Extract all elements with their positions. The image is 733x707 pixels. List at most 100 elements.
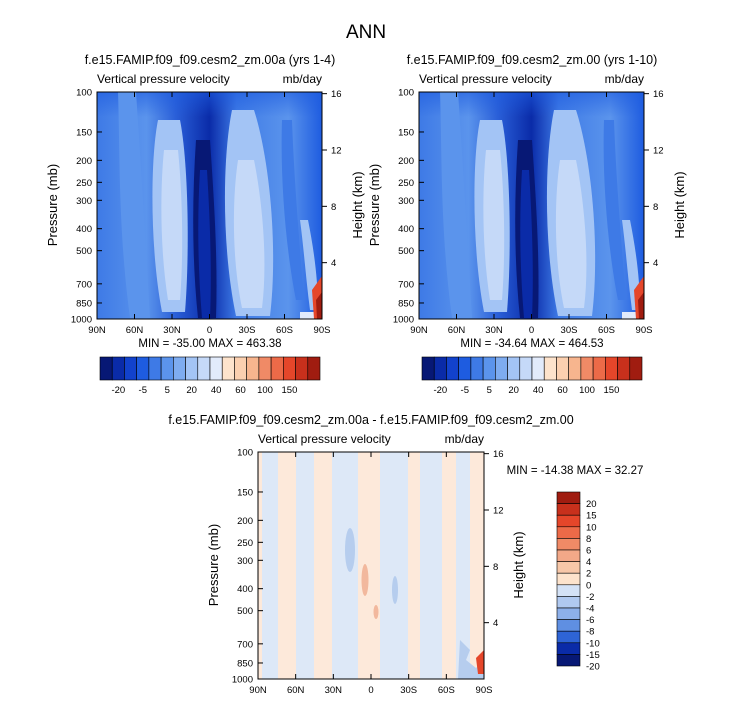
panel-1-itcz-edge: [198, 170, 211, 318]
panel-3-band-f: [456, 452, 470, 679]
colorbar-swatch: [556, 630, 581, 644]
panel-1-units-label: mb/day: [283, 72, 322, 86]
panel-2-axes: 90N 60N 30N 0 30S 60S 90S 100 150 200 250 300 400 500…: [393, 88, 664, 337]
colorbar-label: 100: [257, 385, 273, 396]
colorbar-label: -5: [139, 385, 147, 396]
colorbar-label: 20: [186, 385, 197, 396]
panel-2-sh-ascent: [603, 120, 626, 300]
y-tick-label: 100: [237, 448, 253, 459]
colorbar-label: 20: [508, 385, 519, 396]
colorbar-label: -2: [586, 592, 594, 603]
y2-tick-label: 16: [653, 89, 664, 100]
colorbar-swatch: [556, 607, 581, 620]
y2-tick-label: 4: [331, 258, 336, 269]
colorbar-label: 15: [586, 511, 597, 522]
y2-tick-label: 12: [331, 145, 342, 156]
y-tick-label: 150: [398, 127, 414, 138]
x-tick-label: 60N: [448, 325, 466, 336]
panel-2-stats: MIN = -34.64 MAX = 464.53: [460, 338, 603, 350]
y-tick-label: 300: [237, 556, 253, 567]
y-tick-label: 1000: [393, 315, 414, 326]
y-tick-label: 850: [398, 298, 414, 309]
colorbar-label: -20: [586, 662, 600, 673]
colorbar-label: 0: [586, 580, 591, 591]
colorbar-label: 40: [211, 385, 222, 396]
panel-3-units-label: mb/day: [445, 432, 484, 446]
colorbar-swatch: [543, 356, 557, 381]
y-tick-label: 250: [237, 538, 253, 549]
colorbar-swatch: [605, 356, 618, 381]
colorbar-swatch: [421, 356, 435, 381]
colorbar-swatch: [160, 356, 174, 381]
colorbar-label: 2: [586, 569, 591, 580]
x-tick-label: 0: [368, 685, 373, 696]
panel-3-y2label: Height (km): [511, 531, 526, 598]
y-tick-label: 850: [237, 658, 253, 669]
colorbar-label: 100: [579, 385, 595, 396]
y-tick-label: 400: [76, 224, 92, 235]
page-title: ANN: [346, 22, 386, 43]
colorbar-swatch: [221, 356, 235, 381]
x-tick-label: 0: [529, 325, 534, 336]
y-tick-label: 850: [76, 298, 92, 309]
panel-3-polar-pos: [476, 650, 484, 674]
y-tick-label: 200: [237, 516, 253, 527]
panel-2-y2label: Height (km): [672, 171, 687, 238]
x-tick-label: 60N: [126, 325, 144, 336]
y-tick-label: 1000: [232, 675, 253, 686]
panel-2-sh-subsidence-core: [555, 160, 587, 308]
colorbar-swatch: [519, 356, 533, 381]
x-tick-label: 30S: [400, 685, 417, 696]
y-tick-label: 1000: [71, 315, 92, 326]
x-tick-label: 60S: [438, 685, 455, 696]
y-tick-label: 200: [76, 156, 92, 167]
y-tick-label: 100: [76, 88, 92, 99]
y-tick-label: 500: [398, 246, 414, 257]
colorbar-swatch: [568, 356, 582, 381]
colorbar-swatch: [446, 356, 459, 381]
colorbar-label: 60: [235, 385, 246, 396]
panel-3-pos-blob: [361, 564, 369, 596]
x-tick-label: 90N: [249, 685, 267, 696]
colorbar-swatch: [580, 356, 594, 381]
panel-2-surface-strip: [622, 312, 644, 319]
panel-3-ylabel: Pressure (mb): [206, 524, 221, 606]
panel-2-nh-light-tongue: [440, 92, 472, 318]
y-tick-label: 700: [237, 639, 253, 650]
panel-3-band-b: [296, 452, 314, 679]
x-tick-label: 90S: [314, 325, 331, 336]
y2-tick-label: 8: [331, 202, 336, 213]
y-tick-label: 250: [76, 178, 92, 189]
panel-1-title: f.e15.FAMIP.f09_f09.cesm2_zm.00a (yrs 1-…: [85, 53, 336, 67]
colorbar-label: -5: [461, 385, 469, 396]
colorbar-swatch: [556, 596, 581, 609]
panel-2-itcz-edge: [520, 170, 533, 318]
colorbar-label: 4: [586, 557, 591, 568]
colorbar-label: 5: [165, 385, 170, 396]
colorbar-swatch: [592, 356, 606, 381]
x-tick-label: 30S: [239, 325, 256, 336]
colorbar-swatch: [556, 491, 581, 504]
colorbar-swatch: [556, 549, 581, 562]
y-tick-label: 700: [398, 279, 414, 290]
y-tick-label: 300: [76, 196, 92, 207]
colorbar-swatch: [246, 356, 260, 381]
colorbar-label: 10: [586, 522, 597, 533]
colorbar-swatch: [307, 356, 321, 381]
panel-3-axes: 90N 60N 30N 0 30S 60S 90S 100 150 200 250 300 400 500…: [232, 448, 504, 697]
panel-2-polar-light: [622, 220, 640, 310]
panel-2-colorbar: -20 -5 5 20 40 60 100 150: [421, 356, 643, 396]
x-tick-label: 30N: [325, 685, 343, 696]
panel-3-plot-area: [258, 452, 484, 679]
panel-1-polar-pos-core: [316, 292, 322, 319]
colorbar-swatch: [173, 356, 186, 381]
colorbar-swatch: [111, 356, 125, 381]
panel-2-nh-subsidence-core: [483, 150, 505, 300]
y-tick-label: 150: [237, 487, 253, 498]
panel-1: f.e15.FAMIP.f09_f09.cesm2_zm.00a (yrs 1-…: [45, 53, 365, 350]
colorbar-swatch: [629, 356, 643, 381]
y2-tick-label: 4: [653, 258, 658, 269]
panel-1-plot-area: [97, 92, 322, 319]
colorbar-label: 60: [557, 385, 568, 396]
